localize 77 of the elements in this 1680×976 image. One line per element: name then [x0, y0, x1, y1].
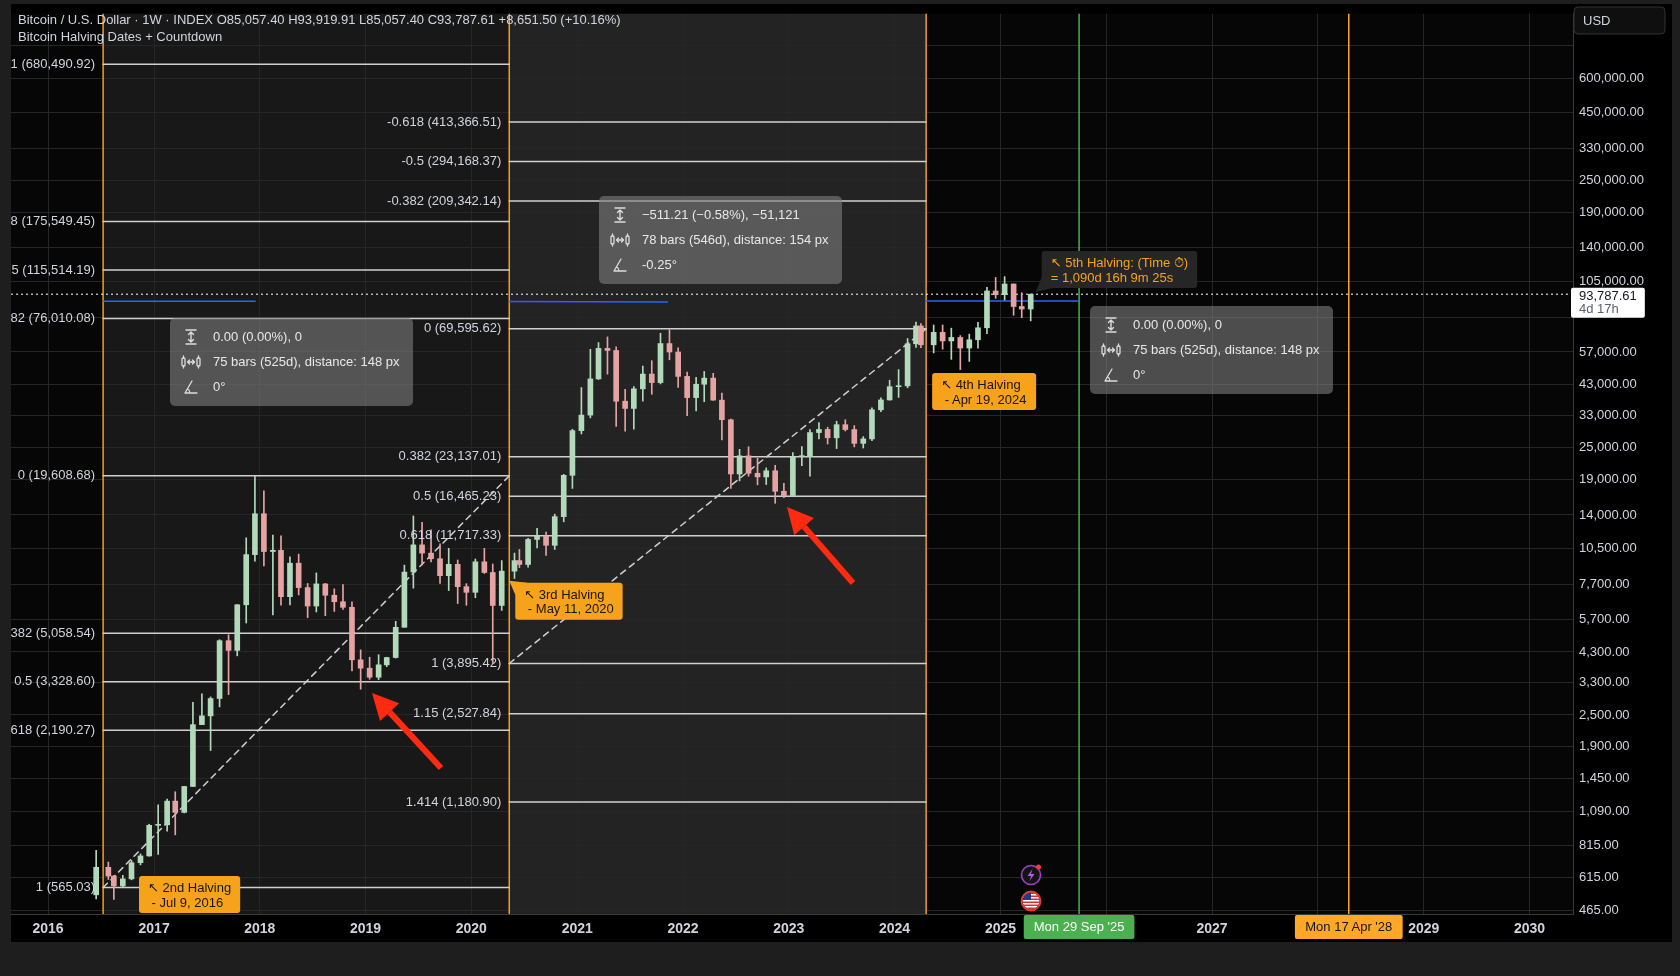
- series-label: 0.5 (3,328.60): [14, 673, 96, 689]
- y-tick-label: 615.00: [1579, 869, 1619, 885]
- series-label: 1.15 (2,527.84): [413, 705, 502, 721]
- series-label: -0.5 (294,168.37): [401, 153, 502, 169]
- x-tick-label: 2022: [667, 920, 699, 937]
- series-label: 382 (5,058.54): [10, 624, 96, 640]
- y-tick-label: 330,000.00: [1579, 139, 1645, 155]
- series-label: 0 (19,608.68): [17, 467, 96, 483]
- y-tick-label: 105,000.00: [1579, 272, 1645, 288]
- ref-line-label: 93,787.61 4d 17h: [1579, 288, 1637, 317]
- y-tick-label: 465.00: [1579, 901, 1619, 917]
- y-tick-label: 1,450.00: [1579, 769, 1630, 785]
- series-label: 0.5 (16,465.23): [413, 487, 502, 503]
- series-label: 1.414 (1,180.90): [405, 793, 502, 809]
- y-tick-label: 140,000.00: [1579, 239, 1645, 255]
- x-tick-label: 2023: [773, 920, 805, 937]
- series-label: 1 (680,490.92): [10, 55, 96, 71]
- y-axis-title: USD: [1583, 12, 1611, 28]
- x-tick-label: 2021: [561, 920, 594, 937]
- x-tick-label: 2029: [1408, 920, 1440, 937]
- series-label: -0.618 (413,366.51): [387, 113, 502, 129]
- x-tick-label: 2017: [138, 920, 170, 937]
- x-tick-label: 2016: [32, 920, 64, 937]
- candlestick: [340, 584, 346, 610]
- annotation: 0.00 (0.00%), 0 75 bars (525d), distance: 148 px 0°: [213, 329, 400, 395]
- x-tick-label: 2018: [244, 920, 276, 937]
- series-label: 1 (3,895.42): [431, 655, 502, 671]
- y-tick-label: 43,000.00: [1579, 376, 1637, 392]
- x-tick-label: 2025: [985, 920, 1017, 937]
- y-tick-label: 5,700.00: [1579, 610, 1630, 626]
- x-tick-label: 2027: [1196, 920, 1228, 937]
- y-tick-label: 815.00: [1579, 836, 1619, 852]
- series-label: 618 (2,190.27): [10, 721, 96, 737]
- y-tick-label: 57,000.00: [1579, 343, 1637, 359]
- y-tick-label: 7,700.00: [1579, 575, 1630, 591]
- x-tick-label: 2030: [1513, 920, 1546, 937]
- y-tick-label: 2,500.00: [1579, 706, 1630, 722]
- x-tick-label: 2020: [455, 920, 488, 937]
- candlestick: [948, 327, 955, 360]
- series-label: -0.382 (209,342.14): [387, 192, 502, 208]
- y-tick-label: 4,300.00: [1579, 643, 1630, 659]
- series-label: 0 (69,595.62): [423, 320, 502, 336]
- y-tick-label: 25,000.00: [1579, 439, 1637, 455]
- series-label: 0.382 (23,137.01): [398, 448, 502, 464]
- annotation: ↖ 3rd Halving - May 11, 2020: [524, 586, 614, 618]
- series-label: 8 (175,549.45): [10, 213, 96, 228]
- annotation: ↖ 4th Halving - Apr 19, 2024: [941, 377, 1027, 408]
- x-tick-label: 2024: [878, 920, 911, 937]
- candlestick: [648, 360, 655, 395]
- y-tick-label: 450,000.00: [1579, 103, 1645, 119]
- y-tick-label: 14,000.00: [1579, 506, 1637, 522]
- y-tick-label: 190,000.00: [1579, 203, 1645, 219]
- y-tick-label: 1,900.00: [1579, 738, 1630, 754]
- y-tick-label: 1,090.00: [1579, 802, 1630, 818]
- candlestick: [816, 422, 822, 440]
- candlestick: [155, 804, 161, 855]
- candlestick: [270, 534, 276, 616]
- series-label: 5 (115,514.19): [11, 261, 96, 277]
- annotation: ↖ 5th Halving: (Time ⏱) = 1,090d 16h 9m 25s: [1050, 255, 1189, 286]
- ref-line-label: Mon 29 Sep '25: [1033, 918, 1125, 934]
- y-tick-label: 10,500.00: [1579, 539, 1637, 555]
- y-tick-label: 600,000.00: [1579, 70, 1645, 86]
- annotation: −511.21 (−0.58%), −51,121 78 bars (546d), distance: 154 px -0.25°: [642, 207, 829, 273]
- ref-line-label: Mon 17 Apr '28: [1305, 918, 1393, 934]
- y-tick-label: 33,000.00: [1579, 407, 1637, 423]
- series-label: 82 (76,010.08): [10, 310, 96, 326]
- candlestick: [622, 389, 628, 432]
- candlestick: [1018, 292, 1025, 319]
- candlestick: [799, 446, 805, 467]
- annotation: ↖ 2nd Halving - Jul 9, 2016: [148, 880, 232, 911]
- y-tick-label: 19,000.00: [1579, 471, 1637, 487]
- x-tick-label: 2019: [350, 920, 382, 937]
- y-tick-label: 250,000.00: [1579, 171, 1645, 187]
- y-tick-label: 3,300.00: [1579, 674, 1630, 690]
- candlestick: [534, 528, 540, 549]
- annotation: 0.00 (0.00%), 0 75 bars (525d), distance: 148 px 0°: [1133, 317, 1320, 383]
- candlestick: [701, 371, 708, 403]
